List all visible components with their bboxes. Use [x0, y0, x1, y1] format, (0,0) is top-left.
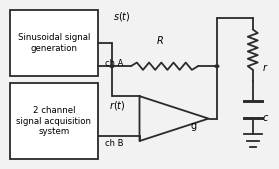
Text: $c$: $c$ — [263, 113, 270, 123]
Text: $r(t)$: $r(t)$ — [109, 99, 125, 112]
FancyBboxPatch shape — [10, 83, 98, 159]
Text: $s(t)$: $s(t)$ — [113, 10, 131, 23]
Text: $r$: $r$ — [263, 62, 269, 73]
FancyBboxPatch shape — [10, 10, 98, 76]
Text: ch B: ch B — [105, 139, 124, 148]
Text: g: g — [190, 121, 196, 131]
Circle shape — [110, 65, 114, 67]
Text: Sinusoidal signal
generation: Sinusoidal signal generation — [18, 33, 90, 53]
Text: ch A: ch A — [105, 59, 123, 68]
Circle shape — [215, 65, 219, 67]
Text: $R$: $R$ — [156, 34, 164, 46]
Text: 2 channel
signal acquisition
system: 2 channel signal acquisition system — [16, 106, 91, 136]
